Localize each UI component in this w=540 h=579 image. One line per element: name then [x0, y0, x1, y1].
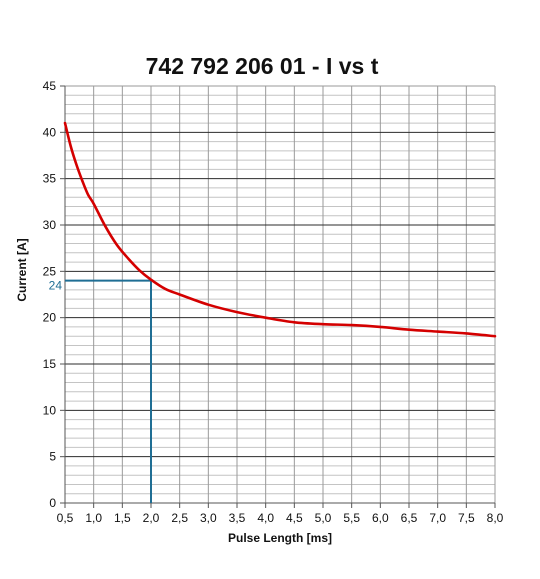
x-tick-label: 1,5 — [114, 511, 131, 525]
y-tick-label: 45 — [43, 79, 57, 93]
data-point — [75, 163, 78, 166]
y-tick-label: 25 — [43, 264, 57, 278]
data-point — [236, 311, 238, 314]
data-point — [150, 278, 152, 281]
current-series-line — [63, 121, 497, 338]
data-point — [379, 326, 382, 328]
x-tick-label: 7,0 — [429, 511, 446, 525]
x-tick-label: 3,0 — [200, 511, 217, 525]
data-point — [436, 330, 439, 333]
data-point — [293, 321, 296, 324]
x-tick-label: 2,5 — [171, 511, 188, 525]
marker-label: 24 — [49, 279, 63, 293]
data-point — [87, 193, 89, 196]
data-point — [178, 293, 181, 296]
x-tick-label: 4,5 — [286, 511, 303, 525]
data-point — [115, 243, 118, 246]
x-tick-label: 8,0 — [487, 511, 504, 525]
tick-labels: 0 5 10 15 20 25 30 35 40 45 0,5 1,0 1,5 2,0 2,5 3,0 3,5 4… — [43, 79, 504, 525]
data-point — [408, 328, 410, 331]
data-point — [350, 324, 353, 326]
x-tick-label: 1,0 — [85, 511, 102, 525]
y-tick-label: 35 — [43, 172, 57, 186]
x-tick-label: 4,0 — [257, 511, 274, 525]
grid-lines — [65, 86, 495, 503]
x-tick-label: 3,5 — [229, 511, 246, 525]
data-series — [63, 121, 497, 338]
data-point — [494, 335, 496, 338]
x-tick-label: 5,0 — [315, 511, 332, 525]
x-tick-label: 6,5 — [401, 511, 418, 525]
y-tick-label: 30 — [43, 218, 57, 232]
y-tick-label: 15 — [43, 357, 57, 371]
data-point — [81, 179, 84, 182]
chart-title: 742 792 206 01 - I vs t — [146, 53, 379, 79]
axes — [60, 85, 496, 508]
y-axis-title: Current [A] — [15, 238, 29, 301]
data-point — [465, 332, 468, 335]
data-point — [207, 303, 210, 306]
x-tick-label: 6,0 — [372, 511, 389, 525]
y-tick-label: 5 — [49, 450, 56, 464]
data-point — [69, 145, 72, 148]
data-point — [264, 316, 267, 319]
x-tick-label: 2,0 — [143, 511, 160, 525]
y-tick-label: 10 — [43, 403, 57, 417]
x-axis-title: Pulse Length [ms] — [228, 531, 332, 545]
data-point — [127, 257, 129, 260]
data-point — [138, 269, 141, 272]
x-tick-label: 7,5 — [458, 511, 475, 525]
y-tick-label: 0 — [49, 496, 56, 510]
y-tick-label: 40 — [43, 125, 57, 139]
data-point — [92, 202, 95, 205]
y-tick-label: 20 — [43, 311, 57, 325]
reference-marker: 24 — [49, 279, 152, 503]
data-point — [64, 122, 66, 124]
x-tick-label: 5,5 — [343, 511, 360, 525]
data-point — [104, 225, 107, 227]
data-point — [164, 288, 167, 290]
data-point — [322, 323, 324, 326]
x-tick-label: 0,5 — [57, 511, 74, 525]
